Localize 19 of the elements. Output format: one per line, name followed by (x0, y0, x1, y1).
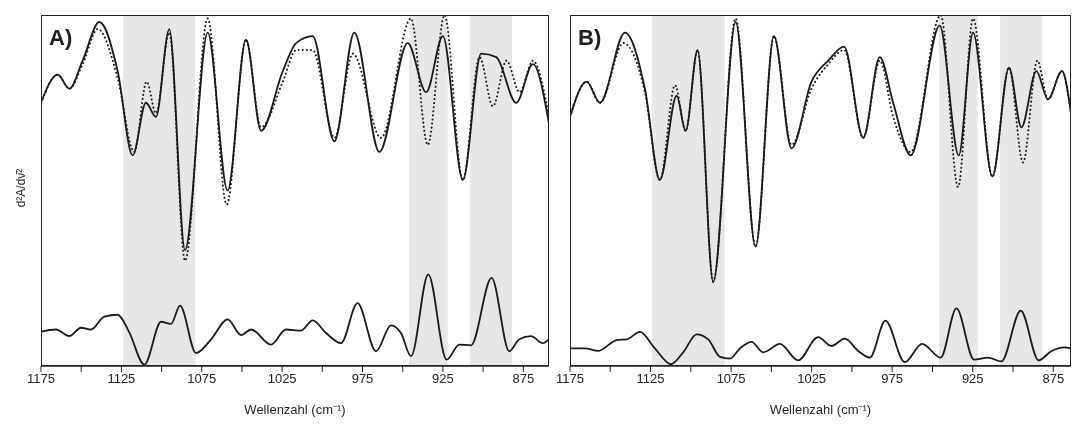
x-tick-label: 975 (881, 371, 904, 387)
x-tick-label: 1025 (797, 371, 827, 387)
x-axis-title: Wellenzahl (cm⁻¹) (244, 402, 346, 417)
text: A) (49, 25, 73, 51)
x-tick-label: 1075 (187, 371, 217, 387)
x-tick-label: 925 (432, 371, 454, 387)
x-tick-label: 975 (351, 371, 374, 387)
x-tick-label: 1175 (27, 371, 55, 387)
x-tick-label: 1075 (716, 371, 746, 387)
x-tick-label: 1025 (267, 371, 297, 387)
y-axis-title: d²A/dν̄² (14, 168, 28, 208)
x-tick-label: 1175 (556, 371, 584, 387)
x-tick-label: 1125 (107, 371, 136, 387)
x-tick-label: 875 (1042, 371, 1065, 387)
x-tick-label: 925 (961, 371, 984, 387)
x-tick-label: 1125 (636, 371, 665, 387)
text: B) (578, 25, 602, 51)
x-axis-title: Wellenzahl (cm⁻¹) (769, 402, 872, 417)
x-tick-label: 875 (512, 371, 535, 387)
